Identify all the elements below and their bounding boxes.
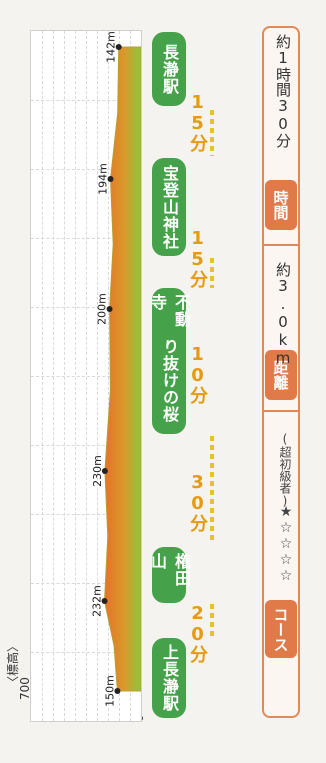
distance-value: 約3.0km [274,262,292,367]
segment-time-3: 10分 [187,344,208,404]
station-hodosan-jinja: 宝登山神社 [152,158,186,256]
info-separator-2 [262,244,300,246]
distance-badge: 距離 [265,350,297,400]
elevation-point [107,176,114,182]
elevation-chart: 150m 232m 230m 200m 194m 142m [30,30,142,722]
elevation-point-label: 200m [96,293,109,325]
course-stars: ★☆☆☆☆ [278,504,294,584]
segment-route-1 [210,604,214,638]
elevation-point-label: 230m [91,455,104,487]
elevation-point-label: 150m [103,675,116,707]
segment-route-4 [210,258,214,288]
course-badge: コース [265,600,297,658]
segment-time-4: 15分 [187,228,208,288]
elevation-point [115,44,122,50]
elevation-point-label: 194m [97,163,110,195]
elevation-point [114,688,121,694]
time-badge: 時間 [265,180,297,230]
elevation-profile: 150m 232m 230m 200m 194m 142m [91,31,141,707]
segment-time-1: 20分 [187,603,208,663]
segment-time-2: 30分 [187,472,208,532]
course-level: (超初級者) [278,432,292,508]
station-kaminagatoro: 上長瀞駅 [152,638,186,718]
station-nagatoro: 長瀞駅 [152,32,186,106]
station-gondayama: 権田山 [148,547,191,603]
info-separator-1 [262,410,300,412]
elevation-point [101,598,108,604]
elevation-point-label: 232m [91,585,104,617]
segment-time-5: 15分 [187,92,208,152]
elevation-point [106,306,113,312]
station-fudoji: 不動寺 [148,288,191,340]
segment-route-2 [210,436,214,544]
time-value: 約1時間30分 [274,34,292,148]
segment-route-5 [210,110,214,156]
elevation-point-label: 142m [105,31,118,63]
elevation-point [101,468,108,474]
